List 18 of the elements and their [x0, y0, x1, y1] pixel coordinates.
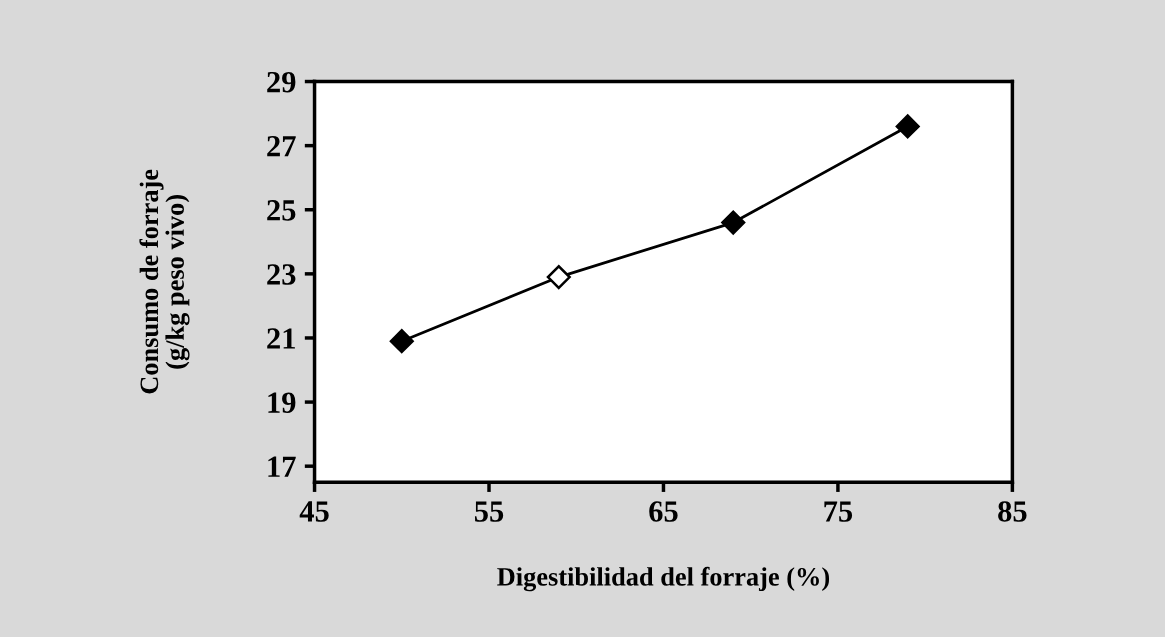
y-tick-label: 25	[267, 200, 296, 221]
x-tick-label: 55	[474, 501, 504, 522]
y-tick-label: 27	[267, 136, 296, 157]
y-tick-label: 21	[267, 328, 295, 349]
x-tick-label: 85	[998, 501, 1027, 522]
x-tick-label: 65	[649, 501, 678, 522]
y-tick-label: 17	[268, 456, 296, 477]
y-tick-label: 19	[268, 392, 296, 413]
x-tick-label: 45	[299, 501, 329, 522]
y-tick-label: 23	[267, 264, 296, 285]
x-axis-title: Digestibilidad del forraje (%)	[497, 566, 830, 592]
point	[895, 114, 920, 139]
x-tick-label: 75	[824, 501, 853, 522]
y-axis-title: Consumo de forraje (g/kg peso vivo)	[139, 169, 190, 394]
point	[389, 329, 414, 354]
y-tick-label: 29	[267, 71, 296, 93]
point	[721, 210, 746, 235]
point	[546, 265, 571, 290]
